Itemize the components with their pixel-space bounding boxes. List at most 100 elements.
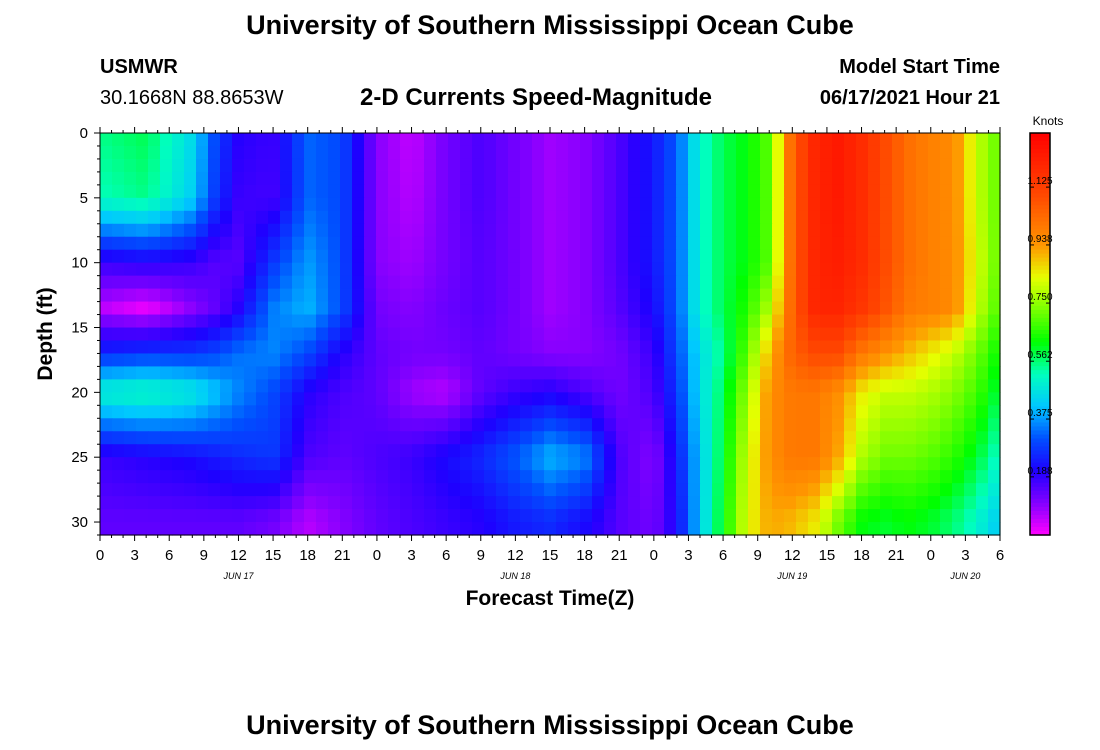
heatmap-cell [460,184,473,199]
heatmap-cell [124,145,137,160]
heatmap-cell [904,509,917,523]
heatmap-cell [376,470,389,484]
heatmap-cell [124,444,137,458]
heatmap-cell [988,223,1001,238]
heatmap-cell [436,275,449,290]
heatmap-cell [640,431,653,445]
heatmap-cell [484,262,497,277]
heatmap-cell [460,418,473,432]
heatmap-cell [748,262,761,277]
heatmap-cell [616,522,629,536]
heatmap-cell [244,327,257,342]
heatmap-cell [580,392,593,406]
heatmap-cell [112,418,125,432]
heatmap-cell [484,340,497,355]
heatmap-cell [892,327,905,342]
heatmap-cell [700,353,713,368]
heatmap-cell [808,405,821,419]
heatmap-cell [112,184,125,199]
heatmap-cell [424,158,437,173]
heatmap-cell [832,133,845,147]
heatmap-cell [844,483,857,497]
heatmap-cell [952,314,965,329]
heatmap-cell [688,392,701,406]
heatmap-cell [172,405,185,419]
heatmap-cell [916,210,929,225]
heatmap-cell [544,145,557,160]
heatmap-cell [472,366,485,380]
heatmap-cell [628,327,641,342]
heatmap-cell [712,158,725,173]
heatmap-cell [736,262,749,277]
heatmap-cell [256,210,269,225]
heatmap-cell [640,405,653,419]
heatmap-cell [988,483,1001,497]
heatmap-cell [436,197,449,212]
heatmap-cell [724,418,737,432]
heatmap-cell [256,171,269,186]
heatmap-cell [940,171,953,186]
heatmap-cell [544,522,557,536]
heatmap-cell [904,483,917,497]
heatmap-cell [688,405,701,419]
heatmap-cell [136,327,149,342]
heatmap-cell [352,210,365,225]
heatmap-cell [532,223,545,238]
x-axis-label: Forecast Time(Z) [466,587,635,610]
heatmap-cell [952,418,965,432]
heatmap-cell [448,262,461,277]
heatmap-cell [724,184,737,199]
x-tick-label: 0 [927,547,935,564]
heatmap-cell [652,288,665,303]
heatmap-cell [892,366,905,380]
heatmap-cell [340,223,353,238]
heatmap-cell [688,483,701,497]
heatmap-cell [892,496,905,510]
heatmap-cell [712,171,725,186]
heatmap-cell [328,431,341,445]
heatmap-cell [952,340,965,355]
heatmap-cell [928,509,941,523]
heatmap-cell [940,470,953,484]
heatmap-cell [736,522,749,536]
heatmap-cell [892,249,905,264]
heatmap-cell [664,275,677,290]
heatmap-cell [928,470,941,484]
x-tick-label: 9 [477,547,485,564]
heatmap-cell [460,431,473,445]
heatmap-cell [748,301,761,316]
heatmap-cell [940,457,953,471]
heatmap-cell [124,509,137,523]
heatmap-cell [952,444,965,458]
heatmap-cell [664,184,677,199]
heatmap-cell [760,249,773,264]
heatmap-cell [880,392,893,406]
heatmap-cell [160,392,173,406]
heatmap-cell [928,366,941,380]
heatmap-cell [172,249,185,264]
y-tick-label: 10 [71,255,88,272]
heatmap-cell [916,275,929,290]
heatmap-cell [412,418,425,432]
heatmap-cell [604,171,617,186]
heatmap-cell [544,418,557,432]
heatmap-cell [676,405,689,419]
heatmap-cell [316,418,329,432]
heatmap-cell [580,184,593,199]
heatmap-cell [976,327,989,342]
heatmap-cell [556,210,569,225]
heatmap-cell [100,509,113,523]
heatmap-cell [496,340,509,355]
heatmap-cell [652,470,665,484]
heatmap-cell [880,223,893,238]
x-tick-label: 6 [719,547,727,564]
heatmap-cell [532,483,545,497]
heatmap-cell [460,210,473,225]
heatmap-cell [496,431,509,445]
heatmap-cell [124,171,137,186]
heatmap-cell [592,197,605,212]
heatmap-cell [712,392,725,406]
heatmap-cell [928,249,941,264]
heatmap-cell [676,223,689,238]
heatmap-cell [556,288,569,303]
